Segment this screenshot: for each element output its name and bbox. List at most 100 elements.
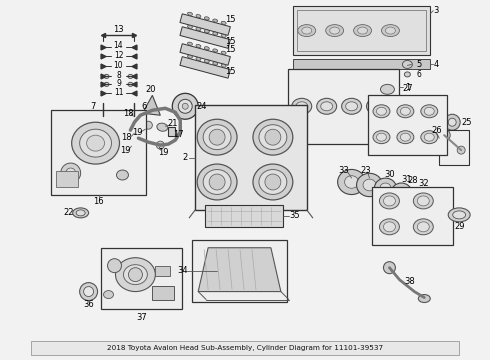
Ellipse shape [453, 211, 466, 219]
Circle shape [265, 174, 281, 190]
Bar [56, 171, 77, 187]
Text: 12: 12 [114, 51, 123, 60]
Text: 18: 18 [123, 109, 134, 118]
Text: 34: 34 [177, 266, 188, 275]
Text: 21: 21 [167, 119, 177, 128]
Ellipse shape [73, 208, 89, 218]
Text: 16: 16 [93, 197, 104, 206]
Ellipse shape [196, 44, 201, 48]
Text: 20: 20 [145, 85, 156, 94]
Bar [152, 285, 174, 300]
Ellipse shape [369, 128, 379, 136]
Ellipse shape [384, 196, 395, 206]
Text: 32: 32 [418, 180, 429, 189]
Ellipse shape [196, 27, 201, 31]
Text: 4: 4 [434, 60, 439, 69]
Ellipse shape [321, 102, 333, 111]
Polygon shape [180, 27, 230, 48]
Ellipse shape [338, 170, 366, 194]
Ellipse shape [374, 178, 396, 198]
Ellipse shape [197, 164, 237, 200]
Ellipse shape [196, 57, 201, 60]
Text: 23: 23 [360, 166, 371, 175]
Text: 37: 37 [136, 313, 147, 322]
Ellipse shape [411, 192, 420, 200]
Ellipse shape [259, 170, 287, 194]
Ellipse shape [188, 55, 193, 58]
Ellipse shape [197, 119, 237, 155]
Text: 15: 15 [225, 37, 235, 46]
Ellipse shape [203, 170, 231, 194]
Ellipse shape [417, 222, 429, 232]
Ellipse shape [188, 25, 193, 28]
Ellipse shape [406, 188, 424, 204]
Ellipse shape [221, 21, 226, 24]
Text: 18: 18 [121, 133, 132, 142]
Text: 30: 30 [384, 170, 395, 179]
Ellipse shape [221, 51, 226, 54]
Ellipse shape [373, 131, 390, 144]
Circle shape [156, 141, 164, 149]
Ellipse shape [404, 72, 410, 77]
Circle shape [209, 174, 225, 190]
Ellipse shape [204, 47, 209, 50]
Ellipse shape [345, 102, 358, 111]
Ellipse shape [213, 62, 218, 65]
Circle shape [265, 129, 281, 145]
Ellipse shape [421, 105, 438, 118]
Ellipse shape [123, 265, 147, 285]
Bar [155, 266, 171, 276]
Bar [100, 248, 182, 310]
Text: 6: 6 [417, 70, 422, 79]
Text: 9: 9 [116, 79, 121, 88]
Text: 13: 13 [113, 25, 124, 34]
Polygon shape [180, 44, 230, 65]
Bar [192, 240, 287, 302]
Ellipse shape [157, 123, 168, 131]
Ellipse shape [132, 114, 145, 126]
Circle shape [131, 139, 140, 147]
Circle shape [178, 99, 192, 113]
Text: 27: 27 [402, 84, 413, 93]
Ellipse shape [373, 105, 390, 118]
Text: 28: 28 [407, 176, 417, 185]
Circle shape [457, 146, 465, 154]
Bar [371, 187, 453, 245]
Polygon shape [198, 248, 281, 292]
Ellipse shape [128, 82, 133, 86]
Ellipse shape [379, 193, 399, 209]
Bar [205, 205, 283, 227]
Text: 19: 19 [132, 128, 143, 137]
Ellipse shape [213, 32, 218, 35]
Text: 6: 6 [142, 102, 147, 111]
Ellipse shape [400, 133, 410, 141]
Ellipse shape [376, 133, 387, 141]
Text: 22: 22 [63, 208, 74, 217]
Ellipse shape [384, 129, 392, 135]
Circle shape [448, 118, 456, 126]
Ellipse shape [330, 27, 340, 34]
Ellipse shape [392, 183, 412, 201]
Circle shape [107, 259, 122, 273]
Ellipse shape [448, 208, 470, 222]
Circle shape [438, 129, 450, 141]
Ellipse shape [379, 219, 399, 235]
Text: 1: 1 [405, 83, 410, 92]
Polygon shape [180, 14, 230, 35]
Ellipse shape [386, 27, 395, 34]
Ellipse shape [354, 24, 371, 37]
Ellipse shape [417, 196, 429, 206]
Ellipse shape [103, 291, 114, 298]
Text: 5: 5 [416, 60, 422, 69]
Ellipse shape [414, 219, 433, 235]
Text: 26: 26 [431, 126, 441, 135]
Ellipse shape [128, 75, 133, 78]
Circle shape [66, 168, 75, 178]
Circle shape [384, 262, 395, 274]
Text: 15: 15 [225, 15, 235, 24]
Circle shape [61, 163, 81, 183]
Circle shape [80, 283, 98, 301]
Bar [195, 105, 307, 210]
Bar [288, 69, 399, 144]
Ellipse shape [104, 82, 109, 86]
